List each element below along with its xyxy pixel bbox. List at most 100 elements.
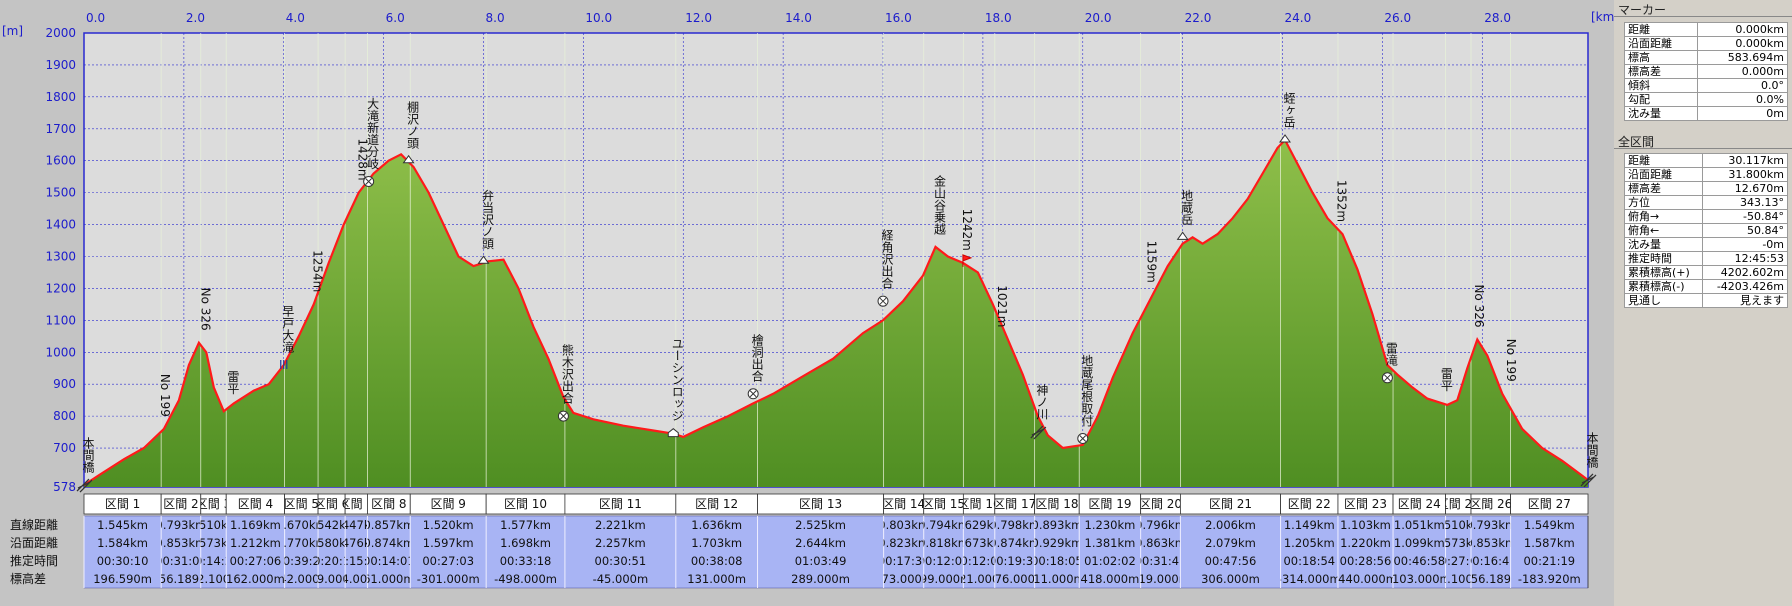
profile-marker: No 326 [1472,284,1486,327]
marker-label: 棚沢ノ頭 [406,99,420,149]
section-surf-value: 0.476km [331,536,382,550]
section-name: 区間 14 [882,497,925,511]
junction-icon [749,390,757,398]
section-column: 区間 18 0.893km 0.929km 00:18:05 -11.000m [1034,493,1080,588]
section-dist-value: 1.520km [423,518,474,532]
marker-label: 地蔵尾根取付 [1080,354,1094,427]
section-surf-value: 1.698km [500,536,551,550]
section-column: 区間 4 1.169km 1.212km 00:27:06 162.000m [225,493,286,588]
hut-icon [667,428,679,438]
marker-label: 雷平 [226,370,240,394]
section-dist-value: 0.798km [989,518,1040,532]
section-surf-value: 0.673km [954,536,1005,550]
info-row: 方位 343.13° [1623,195,1788,210]
section-column: 区間 26 0.793km 0.853km 00:16:41 -256.189m [1459,493,1522,588]
profile-marker: 1242m [960,209,974,267]
section-dist-value: 1.545km [97,518,148,532]
profile-marker: No 199 [1504,339,1518,382]
section-dist-value: 0.796km [1135,518,1186,532]
profile-marker: ユーシンロッジ [667,338,684,438]
marker-label: 弁当沢ノ頭 [481,188,495,250]
section-time-value: 00:12:05 [953,554,1005,568]
section-time-value: 00:33:18 [500,554,552,568]
section-name: 区間 16 [958,497,1001,511]
x-unit-label: [km] [1591,10,1614,24]
section-time-value: 00:19:36 [989,554,1041,568]
panel-divider [1614,148,1792,149]
section-dist-value: 0.793km [156,518,207,532]
section-column: 区間 23 1.103km 1.220km 00:28:56 -440.000m [1337,493,1394,588]
section-name: 区間 12 [695,497,738,511]
info-label: 方位 [1623,195,1704,210]
section-surf-value: 0.823km [878,536,929,550]
section-time-value: 00:14:27 [188,554,240,568]
info-label: 勾配 [1624,92,1698,107]
section-column: 区間 15 0.794km 0.818km 00:12:05 -99.000m [918,493,970,588]
section-elev-value: -276.000m [983,572,1046,586]
section-surf-value: 0.573km [188,536,239,550]
section-name: 区間 7 [339,497,374,511]
marker-label: 本間橋 [81,437,95,474]
x-tick-label: 10.0 [585,11,612,25]
section-surf-value: 1.703km [691,536,742,550]
section-name: 区間 27 [1528,497,1571,511]
section-elev-value: -103.000m [1388,572,1451,586]
y-tick-label: 1900 [45,58,76,72]
marker-label: 雷平 [1439,367,1453,391]
section-dist-value: 0.447km [331,518,382,532]
info-value: 0.0% [1696,92,1789,107]
marker-label: No 199 [158,374,172,417]
info-row: 沈み量 -0m [1623,237,1788,252]
section-surf-value: 1.587km [1524,536,1575,550]
info-label: 沈み量 [1623,237,1704,252]
section-dist-value: 1.636km [691,518,742,532]
section-name: 区間 18 [1035,497,1078,511]
profile-marker: 棚沢ノ頭 [402,99,420,164]
section-column: 区間 12 1.636km 1.703km 00:38:08 131.000m [675,493,758,588]
profile-marker: 雷滝 [1381,341,1398,384]
info-value: 4202.602m [1702,265,1788,280]
section-surf-value: 0.863km [1135,536,1186,550]
section-row-label: 直線距離 [10,517,58,532]
marker-label: 1254m [311,250,325,292]
y-tick-label: 2000 [45,26,76,40]
info-value: -0m [1702,237,1788,252]
profile-marker: 大滝新道分岐 [363,97,380,187]
marker-label: 大滝新道分岐 [366,97,380,169]
bridge-icon [1580,473,1597,488]
profile-marker: 経角沢出合 [877,229,894,307]
section-time-value: 00:27:01 [1432,554,1484,568]
info-label: 沿面距離 [1623,167,1704,182]
section-time-value: 00:16:41 [1465,554,1517,568]
junction-icon [879,297,887,305]
info-row: 累積標高(-) -4203.426m [1623,279,1788,294]
y-tick-label: 1500 [45,186,76,200]
marker-label: 神ノ川 [1035,384,1049,420]
terrain-fill [84,140,1588,487]
marker-panel-title: マーカー [1618,3,1667,17]
elevation-line [83,138,1589,487]
section-column: 区間 1 1.545km 1.584km 00:30:10 196.590m [83,493,162,588]
axis-layer: [m] [km] 578 700 800 900 1000 1100 1200 1300 140… [2,10,1614,494]
info-value: 0m [1696,106,1789,121]
section-time-value: 00:18:54 [1283,554,1335,568]
info-value: 50.84° [1702,223,1788,238]
info-row: 標高 583.694m [1624,50,1789,65]
marker-label: 1159m [1145,241,1159,283]
section-dist-value: 2.221km [595,518,646,532]
section-dist-value: 0.793km [1465,518,1516,532]
section-surf-value: 0.874km [989,536,1040,550]
info-value: 0.0° [1696,78,1789,93]
section-dist-value: 1.149km [1284,518,1335,532]
section-elev-value: -256.189m [1459,572,1522,586]
section-name: 区間 6 [314,497,349,511]
x-tick-label: 6.0 [386,11,405,25]
info-label: 距離 [1624,22,1698,37]
junction-icon [1384,374,1391,382]
info-label: 傾斜 [1624,78,1698,93]
profile-marker: 雷平 [1439,367,1453,391]
section-time-value: 00:12:05 [918,554,970,568]
section-time-value: 00:15:03 [330,554,382,568]
profile-marker: 1021m [995,285,1009,327]
section-time-value: 00:27:03 [422,554,474,568]
